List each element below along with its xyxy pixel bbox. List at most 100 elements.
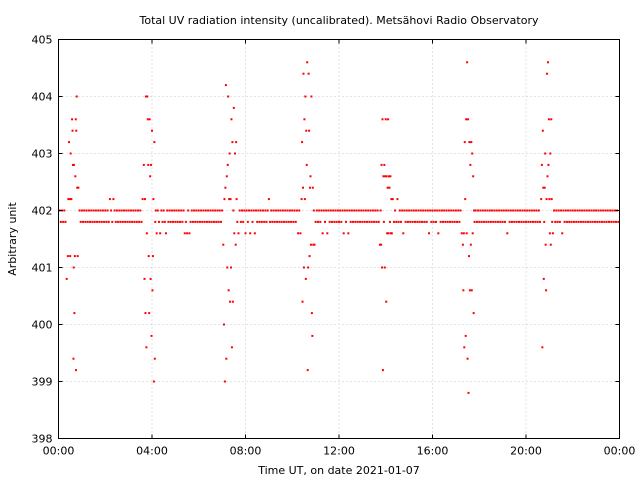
data-point [154,209,157,212]
data-point [330,220,333,223]
data-point [278,220,281,223]
data-point [168,209,171,212]
data-point [392,220,395,223]
data-point [600,220,603,223]
data-point [84,220,87,223]
data-point [327,209,330,212]
data-point [431,209,434,212]
data-point [231,141,234,144]
data-point [463,346,466,349]
data-point [193,209,196,212]
data-point [229,300,232,303]
data-point [549,152,552,155]
data-point [540,163,543,166]
data-point [290,220,293,223]
data-point [148,312,151,315]
data-point [172,220,175,223]
data-point [471,152,474,155]
data-point [433,209,436,212]
data-point [367,209,370,212]
data-point [89,220,92,223]
data-point [100,220,103,223]
data-point [295,209,298,212]
y-tick-label: 401 [32,262,53,275]
data-point [227,289,230,292]
data-point [366,220,369,223]
data-point [610,220,613,223]
data-point [466,357,469,360]
data-point [270,209,273,212]
data-point [329,209,332,212]
data-point [74,118,77,121]
data-point [217,220,220,223]
data-point [418,220,421,223]
data-point [159,232,162,235]
data-point [243,209,246,212]
data-point [307,266,310,269]
data-point [144,95,147,98]
data-point [141,198,144,201]
data-point [187,209,190,212]
data-point [228,198,231,201]
data-point [515,220,518,223]
data-point [385,175,388,178]
data-point [308,129,311,132]
data-point [230,346,233,349]
y-tick-label: 405 [32,34,53,47]
data-point [265,220,268,223]
data-point [139,209,142,212]
data-point [75,95,78,98]
data-point [479,209,482,212]
data-point [445,209,448,212]
data-point [112,198,115,201]
x-tick-label: 04:00 [136,445,168,458]
data-point [508,220,511,223]
data-point [452,209,455,212]
data-point [311,186,314,189]
data-point [381,266,384,269]
data-point [78,209,81,212]
data-point [182,209,185,212]
data-point [234,243,237,246]
data-point [251,220,254,223]
data-point [364,209,367,212]
data-point [121,220,124,223]
data-point [196,220,199,223]
data-point [614,220,617,223]
data-point [527,220,530,223]
y-tick-label: 399 [32,376,53,389]
data-point [283,220,286,223]
data-point [453,220,456,223]
data-point [156,209,159,212]
data-point [378,243,381,246]
data-point [472,312,475,315]
data-point [575,220,578,223]
data-point [371,209,374,212]
data-point [311,334,314,337]
x-tick-label: 00:00 [604,445,636,458]
data-point [598,220,601,223]
data-point [588,209,591,212]
data-point [101,209,104,212]
data-point [63,209,66,212]
data-point [68,141,71,144]
data-point [544,243,547,246]
data-point [348,209,351,212]
data-point [535,209,538,212]
data-point [541,346,544,349]
data-point [230,266,233,269]
data-point [308,255,311,258]
data-point [173,209,176,212]
data-point [73,255,76,258]
data-point [103,220,106,223]
data-point [388,220,391,223]
data-point [266,209,269,212]
data-point [586,220,589,223]
plot-frame [58,39,620,439]
data-point [591,220,594,223]
data-point [184,220,187,223]
data-point [564,209,567,212]
data-point [212,220,215,223]
data-point [402,232,405,235]
data-point [198,220,201,223]
